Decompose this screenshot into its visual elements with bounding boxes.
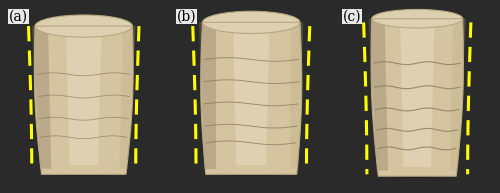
Polygon shape — [371, 19, 464, 176]
Polygon shape — [233, 26, 270, 165]
Ellipse shape — [202, 11, 300, 34]
Ellipse shape — [35, 15, 132, 37]
Polygon shape — [32, 26, 52, 169]
Polygon shape — [120, 26, 136, 169]
Polygon shape — [368, 19, 388, 171]
Ellipse shape — [46, 169, 122, 176]
Polygon shape — [290, 22, 303, 169]
Text: (b): (b) — [176, 9, 196, 23]
Polygon shape — [34, 26, 133, 174]
Polygon shape — [66, 30, 102, 165]
Ellipse shape — [210, 169, 292, 176]
Ellipse shape — [382, 171, 452, 178]
Polygon shape — [400, 22, 434, 167]
Ellipse shape — [372, 9, 463, 28]
Text: (c): (c) — [342, 9, 361, 23]
Polygon shape — [450, 19, 466, 171]
Polygon shape — [200, 22, 302, 174]
Text: (a): (a) — [9, 9, 28, 23]
Polygon shape — [199, 22, 216, 169]
